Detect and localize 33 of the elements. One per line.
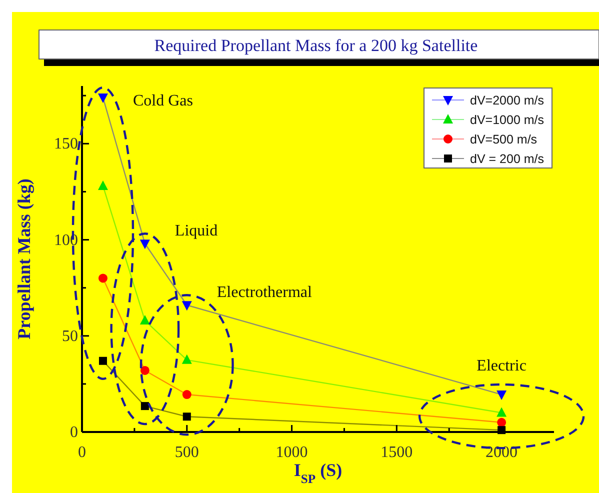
point xyxy=(182,412,191,421)
y-tick-label: 100 xyxy=(54,232,78,249)
annotation: Liquid xyxy=(174,222,218,240)
y-tick-label: 0 xyxy=(70,424,78,441)
point xyxy=(140,402,149,410)
y-tick-label: 50 xyxy=(62,328,78,345)
y-axis-title: Propellant Mass (kg) xyxy=(14,178,34,340)
point xyxy=(497,418,506,427)
point xyxy=(496,407,507,417)
point xyxy=(182,390,192,400)
legend-label: dV=500 m/s xyxy=(470,132,538,146)
x-tick-label: 1000 xyxy=(276,444,308,461)
legend-label: dV=2000 m/s xyxy=(470,94,544,108)
y-tick-label: 150 xyxy=(54,136,78,153)
chart-title: Required Propellant Mass for a 200 kg Satellite xyxy=(154,36,478,55)
x-tick-label: 1500 xyxy=(380,444,413,461)
point xyxy=(98,94,108,104)
annotation: Electric xyxy=(476,358,526,375)
legend-label: dV=1000 m/s xyxy=(470,113,544,127)
point xyxy=(140,366,150,375)
annotation: Electrothermal xyxy=(216,284,313,302)
point xyxy=(98,274,108,283)
annotation: Cold Gas xyxy=(132,92,193,110)
point xyxy=(498,426,506,434)
point xyxy=(182,354,192,364)
point xyxy=(140,240,150,250)
point xyxy=(182,301,192,311)
point xyxy=(496,390,507,400)
legend-label: dV = 200 m/s xyxy=(470,152,544,166)
x-tick-label: 500 xyxy=(174,444,199,461)
point xyxy=(140,315,150,325)
x-axis-title: I$_{SP}$ (S) xyxy=(294,460,342,486)
point xyxy=(98,356,107,365)
